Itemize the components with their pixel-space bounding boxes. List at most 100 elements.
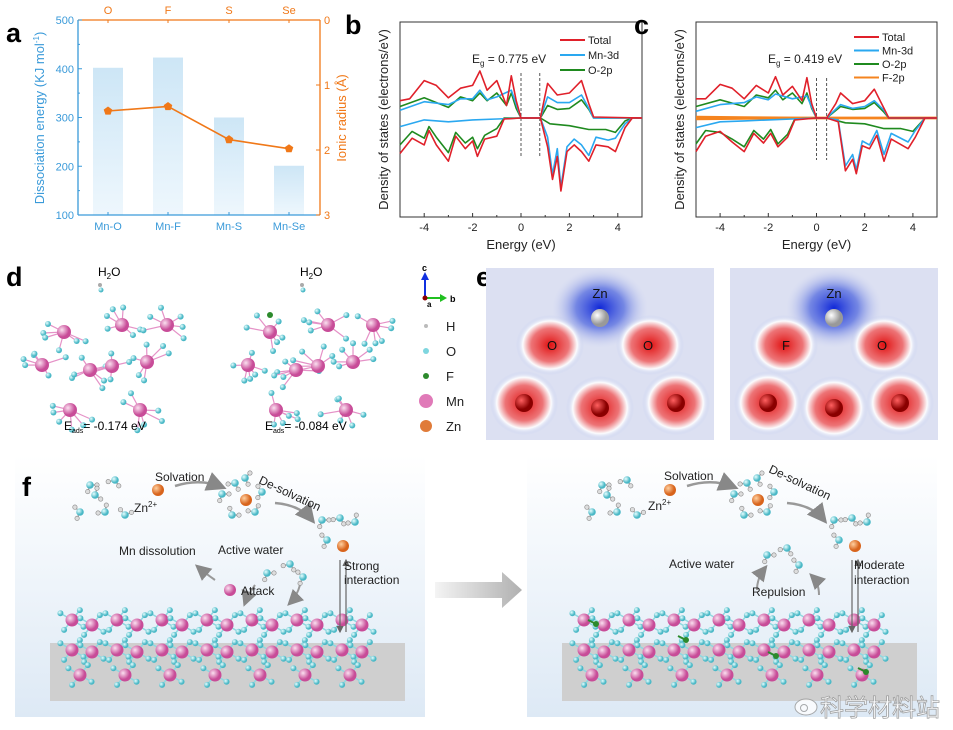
- o-atom: [159, 681, 166, 688]
- o-atom-water: [98, 287, 104, 293]
- water-molecule: [255, 483, 266, 501]
- h-atom: [759, 470, 765, 476]
- o-atom: [704, 640, 711, 647]
- o-atom: [276, 639, 283, 646]
- h-atom: [245, 508, 251, 514]
- lattice-atom: [825, 399, 843, 417]
- mn-dissolution-arrow: [194, 564, 216, 581]
- h-atom: [117, 507, 123, 513]
- o-atom: [837, 655, 844, 662]
- zn-atom: [825, 309, 843, 327]
- mn-atom: [83, 363, 97, 377]
- o-atom: [65, 665, 72, 672]
- o-atom: [712, 665, 719, 672]
- o-atom: [731, 662, 738, 669]
- o-atom: [215, 653, 222, 660]
- zn-ion: [337, 540, 349, 552]
- o-atom: [82, 338, 89, 345]
- o-atom: [573, 626, 580, 633]
- o-atom: [106, 656, 113, 663]
- strong-interaction-label-2: interaction: [344, 573, 399, 587]
- o-atom: [569, 640, 576, 647]
- water-molecule: [629, 507, 646, 519]
- lattice-atom: [667, 394, 685, 412]
- o-atom: [626, 681, 633, 688]
- mn-dissolution-label: Mn dissolution: [119, 544, 196, 558]
- mn-atom: [241, 358, 255, 372]
- o-atom: [301, 637, 308, 644]
- o-atom: [825, 678, 832, 685]
- mn-atom: [163, 668, 177, 682]
- mno2-lattice: [569, 607, 889, 688]
- top-tick-label: F: [165, 5, 172, 17]
- y-tick-label: 300: [56, 113, 74, 125]
- o-atom: [121, 607, 128, 614]
- water-molecule: [319, 532, 331, 549]
- o-atom: [817, 653, 824, 660]
- anion-accumulation-region: [516, 315, 584, 375]
- mn-atom: [765, 668, 779, 682]
- o-atom: [102, 640, 109, 647]
- o-atom: [305, 653, 312, 660]
- o-atom: [40, 330, 47, 337]
- o-atom: [813, 607, 820, 614]
- o-atom: [125, 653, 132, 660]
- o-atom: [735, 678, 742, 685]
- o-atom: [317, 411, 324, 418]
- o-atom: [329, 352, 336, 359]
- h-atom: [319, 532, 325, 538]
- mn-atom: [73, 668, 87, 682]
- o-atom: [127, 390, 134, 397]
- o-atom: [349, 422, 356, 429]
- o-atom: [878, 612, 885, 619]
- mn-atom: [585, 668, 599, 682]
- o-atom: [252, 371, 259, 378]
- o-atom: [103, 312, 110, 319]
- dissolved-mn-atom: [224, 584, 236, 596]
- o-atom: [141, 612, 148, 619]
- o-atom: [366, 346, 373, 353]
- h-atom: [788, 551, 794, 557]
- o-atom: [847, 665, 854, 672]
- o-atom: [351, 631, 358, 638]
- o-atom: [126, 631, 133, 638]
- mn-atom: [133, 403, 147, 417]
- o-atom: [361, 340, 368, 347]
- mn-atom: [155, 643, 169, 657]
- o-atom: [589, 642, 596, 649]
- water-molecule: [317, 516, 332, 530]
- o-atom: [743, 639, 750, 646]
- mn-atom: [130, 618, 144, 632]
- o-atom: [302, 615, 309, 622]
- moderate-interaction-label-2: interaction: [854, 573, 909, 587]
- h-atom: [607, 510, 613, 516]
- water-molecule: [607, 502, 621, 516]
- o-atom: [261, 367, 268, 374]
- o-atom: [285, 412, 292, 419]
- o-atom: [350, 340, 357, 347]
- o-atom: [180, 335, 187, 342]
- o-atom: [839, 610, 846, 617]
- o-atom: [99, 385, 106, 392]
- mn-atom: [667, 613, 681, 627]
- mn-atom: [667, 643, 681, 657]
- o-atom: [321, 639, 328, 646]
- o-atom: [76, 637, 83, 644]
- o-atom: [788, 639, 795, 646]
- mn-atom: [720, 668, 734, 682]
- o-atom: [608, 612, 615, 619]
- o-atom: [165, 350, 172, 357]
- mn-atom: [110, 613, 124, 627]
- mn-atom: [253, 668, 267, 682]
- panel-label-f: f: [22, 472, 32, 502]
- water-molecule: [597, 481, 612, 495]
- o-atom: [743, 612, 750, 619]
- o-atom: [280, 655, 287, 662]
- o-atom: [122, 642, 129, 649]
- f-atom: [683, 637, 689, 643]
- o-atom: [682, 653, 689, 660]
- o-atom: [724, 615, 731, 622]
- o-atom: [22, 362, 29, 369]
- water-molecule: [617, 476, 634, 489]
- o-atom: [293, 410, 300, 417]
